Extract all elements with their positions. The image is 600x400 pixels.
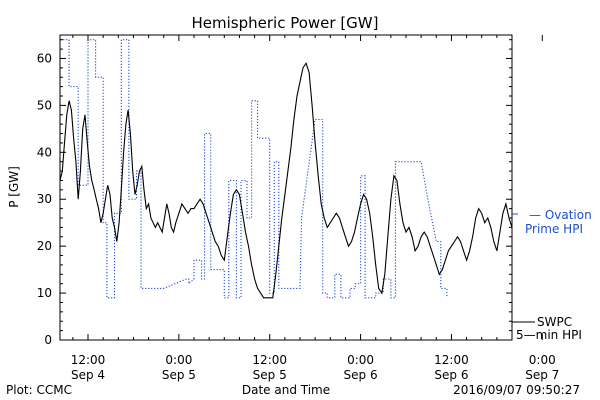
x-tick-sublabel: Sep 6	[434, 368, 468, 382]
timestamp: 2016/09/07 09:50:27	[453, 383, 580, 397]
legend-swpc-line2: 5—min HPI	[516, 328, 582, 342]
x-tick-label: 0:00	[165, 353, 192, 367]
y-tick-label: 10	[37, 286, 52, 300]
y-axis: 0 10 20 30 40 50 60	[37, 39, 512, 347]
y-tick-label: 60	[37, 51, 52, 65]
x-tick-label: 0:00	[347, 353, 374, 367]
y-tick-label: 30	[37, 192, 52, 206]
chart-title: Hemispheric Power [GW]	[192, 14, 379, 32]
x-tick-sublabel: Sep 5	[253, 368, 287, 382]
legend-ovation-line2: Prime HPI	[525, 222, 583, 236]
y-tick-label: 50	[37, 98, 52, 112]
legend-swpc-line1: SWPC	[537, 315, 572, 329]
x-tick-label: 12:00	[71, 353, 106, 367]
plot-credit: Plot: CCMC	[6, 383, 72, 397]
x-tick-label: 0:00	[529, 353, 556, 367]
plot-area	[60, 39, 512, 299]
series-ovation-prime-line	[60, 39, 448, 299]
y-tick-label: 20	[37, 239, 52, 253]
series-swpc-line	[60, 61, 512, 299]
y-tick-label: 0	[44, 333, 52, 347]
legend-ovation-line1: — Ovation	[529, 208, 592, 222]
x-tick-sublabel: Sep 7	[525, 368, 559, 382]
legend: — Ovation Prime HPI SWPC 5—min HPI	[512, 208, 592, 342]
plot-frame	[59, 34, 513, 341]
y-axis-label: P [GW]	[7, 166, 21, 208]
x-tick-label: 12:00	[252, 353, 287, 367]
x-tick-label: 12:00	[434, 353, 469, 367]
y-tick-label: 40	[37, 145, 52, 159]
x-tick-sublabel: Sep 5	[162, 368, 196, 382]
x-tick-sublabel: Sep 6	[344, 368, 378, 382]
x-tick-sublabel: Sep 4	[71, 368, 105, 382]
x-axis-label: Date and Time	[242, 383, 330, 397]
